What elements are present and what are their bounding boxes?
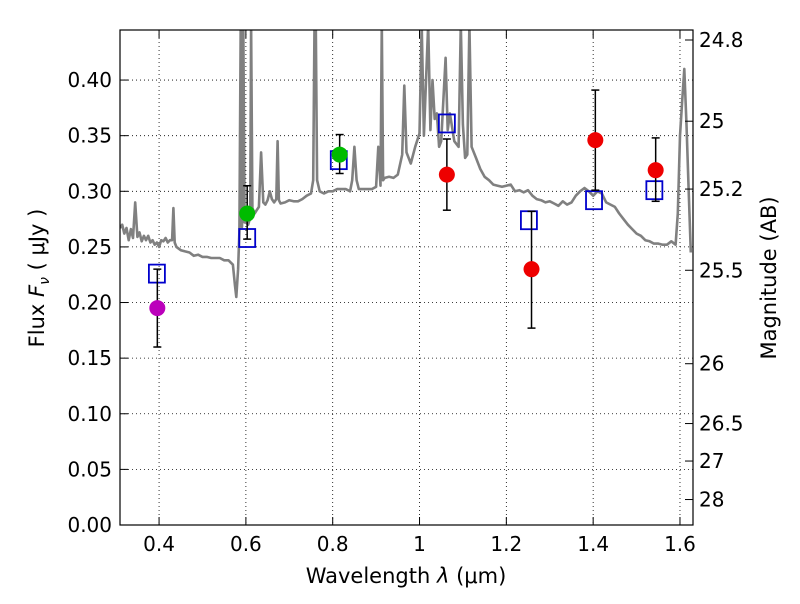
magnitude-tick-label: 26.5 — [699, 412, 744, 436]
model-spectrum-line — [120, 30, 693, 299]
observed-flux-point — [438, 166, 455, 183]
y-axis-ticks: 0.00 0.05 0.10 0.15 0.20 0.25 0.30 0.35 0.40 — [67, 68, 128, 537]
x-tick-label: 0.8 — [317, 532, 349, 556]
magnitude-axis-ticks: 24.8 25 25.2 25.5 26 26.5 27 28 — [685, 28, 744, 512]
x-axis-ticks: 0.4 0.6 0.8 1 1.2 1.4 1.6 — [143, 30, 696, 556]
errorbar-layer — [153, 89, 660, 348]
magnitude-tick-label: 25.2 — [699, 177, 744, 201]
y-tick-label: 0.10 — [67, 402, 112, 426]
y-tick-label: 0.30 — [67, 179, 112, 203]
y-tick-label: 0.00 — [67, 513, 112, 537]
y-axis-label: Flux Fν ( μJy ) — [25, 209, 53, 348]
x-axis-label: Wavelength λ (μm) — [306, 564, 507, 588]
y-tick-label: 0.05 — [67, 457, 112, 481]
x-tick-label: 1.6 — [664, 532, 696, 556]
magnitude-tick-label: 27 — [699, 449, 724, 473]
x-tick-label: 0.4 — [143, 532, 175, 556]
observed-flux-point — [647, 162, 664, 179]
model-band-flux-square — [585, 190, 603, 211]
magnitude-tick-label: 28 — [699, 488, 724, 512]
observed-flux-point — [149, 300, 166, 317]
x-tick-label: 1.4 — [577, 532, 609, 556]
y-tick-label: 0.15 — [67, 346, 112, 370]
observed-photometry-layer — [149, 132, 664, 317]
y-tick-label: 0.20 — [67, 291, 112, 315]
y-tick-label: 0.35 — [67, 124, 112, 148]
magnitude-tick-label: 25.5 — [699, 258, 744, 282]
magnitude-tick-label: 25 — [699, 109, 724, 133]
magnitude-tick-label: 24.8 — [699, 28, 744, 52]
observed-flux-point — [587, 132, 604, 149]
plot-frame — [119, 29, 694, 526]
magnitude-axis-label: Magnitude (AB) — [757, 196, 781, 359]
x-tick-label: 0.6 — [230, 532, 262, 556]
y-tick-label: 0.40 — [67, 68, 112, 92]
observed-flux-point — [331, 146, 348, 163]
observed-flux-point — [239, 205, 256, 222]
observed-flux-point — [523, 261, 540, 278]
grid — [120, 30, 693, 526]
spectrum-layer — [120, 30, 693, 299]
x-tick-label: 1.2 — [490, 532, 522, 556]
model-band-flux-square — [645, 180, 664, 201]
y-tick-label: 0.25 — [67, 235, 112, 259]
model-band-flux-square — [437, 113, 456, 134]
x-tick-label: 1 — [413, 532, 426, 556]
magnitude-tick-label: 26 — [699, 352, 724, 376]
